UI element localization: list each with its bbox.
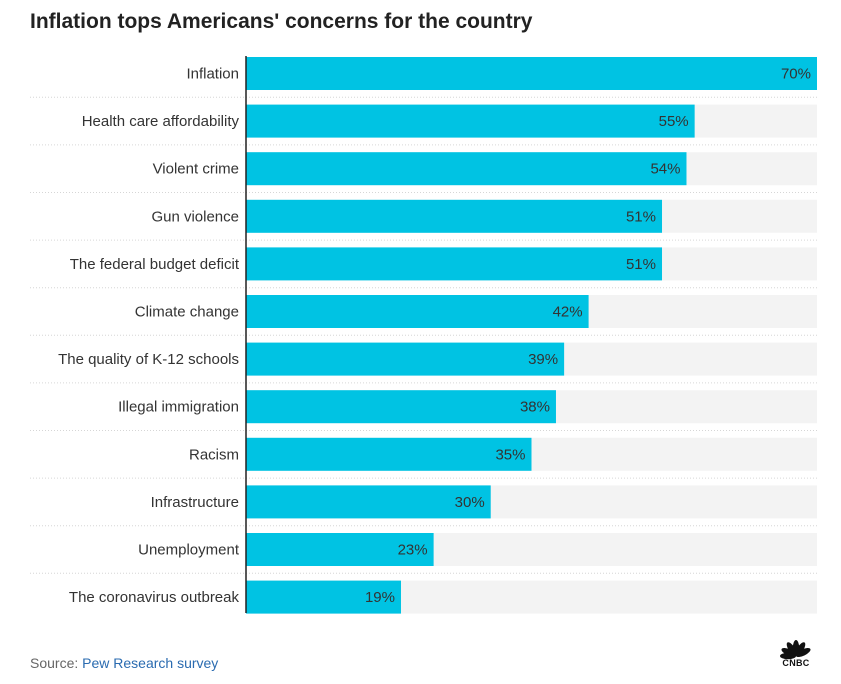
source-note: Source: Pew Research survey — [30, 655, 218, 671]
bar — [246, 533, 434, 566]
data-label: 39% — [528, 351, 558, 368]
data-label: 51% — [626, 208, 656, 225]
cnbc-logo-text: CNBC — [782, 658, 810, 668]
category-label: Violent crime — [153, 161, 239, 178]
category-label: Illegal immigration — [118, 399, 239, 416]
bar — [246, 580, 401, 614]
category-label: Health care affordability — [82, 113, 240, 130]
category-label: Infrastructure — [151, 494, 239, 511]
category-label: Inflation — [186, 66, 239, 83]
category-label: The quality of K-12 schools — [58, 351, 239, 368]
bar — [246, 152, 687, 186]
bar — [246, 104, 695, 138]
category-label: Climate change — [135, 304, 239, 321]
category-label: Racism — [189, 446, 239, 463]
data-label: 54% — [650, 161, 680, 178]
data-label: 51% — [626, 256, 656, 273]
data-label: 30% — [455, 494, 485, 511]
bar-rows: Inflation 70% Health care affordability 55%… — [30, 57, 817, 614]
data-label: 70% — [781, 66, 811, 83]
data-label: 23% — [398, 542, 428, 559]
bar — [246, 342, 565, 376]
bar — [246, 390, 556, 424]
cnbc-peacock-icon — [780, 640, 811, 660]
category-label: Gun violence — [151, 208, 239, 225]
category-label: Unemployment — [138, 542, 240, 559]
data-label: 55% — [659, 113, 689, 130]
data-label: 35% — [495, 446, 525, 463]
bar — [246, 485, 491, 519]
source-prefix: Source: — [30, 655, 83, 671]
chart-title: Inflation tops Americans' concerns for t… — [30, 10, 533, 33]
bar — [246, 247, 663, 281]
data-label: 19% — [365, 589, 395, 606]
category-label: The federal budget deficit — [70, 256, 240, 273]
data-label: 42% — [553, 304, 583, 321]
bar — [246, 437, 532, 471]
bar — [246, 295, 589, 328]
category-label: The coronavirus outbreak — [69, 589, 240, 606]
bar — [246, 199, 663, 233]
source-link[interactable]: Pew Research survey — [82, 655, 219, 671]
data-label: 38% — [520, 399, 550, 416]
bar — [246, 57, 817, 90]
